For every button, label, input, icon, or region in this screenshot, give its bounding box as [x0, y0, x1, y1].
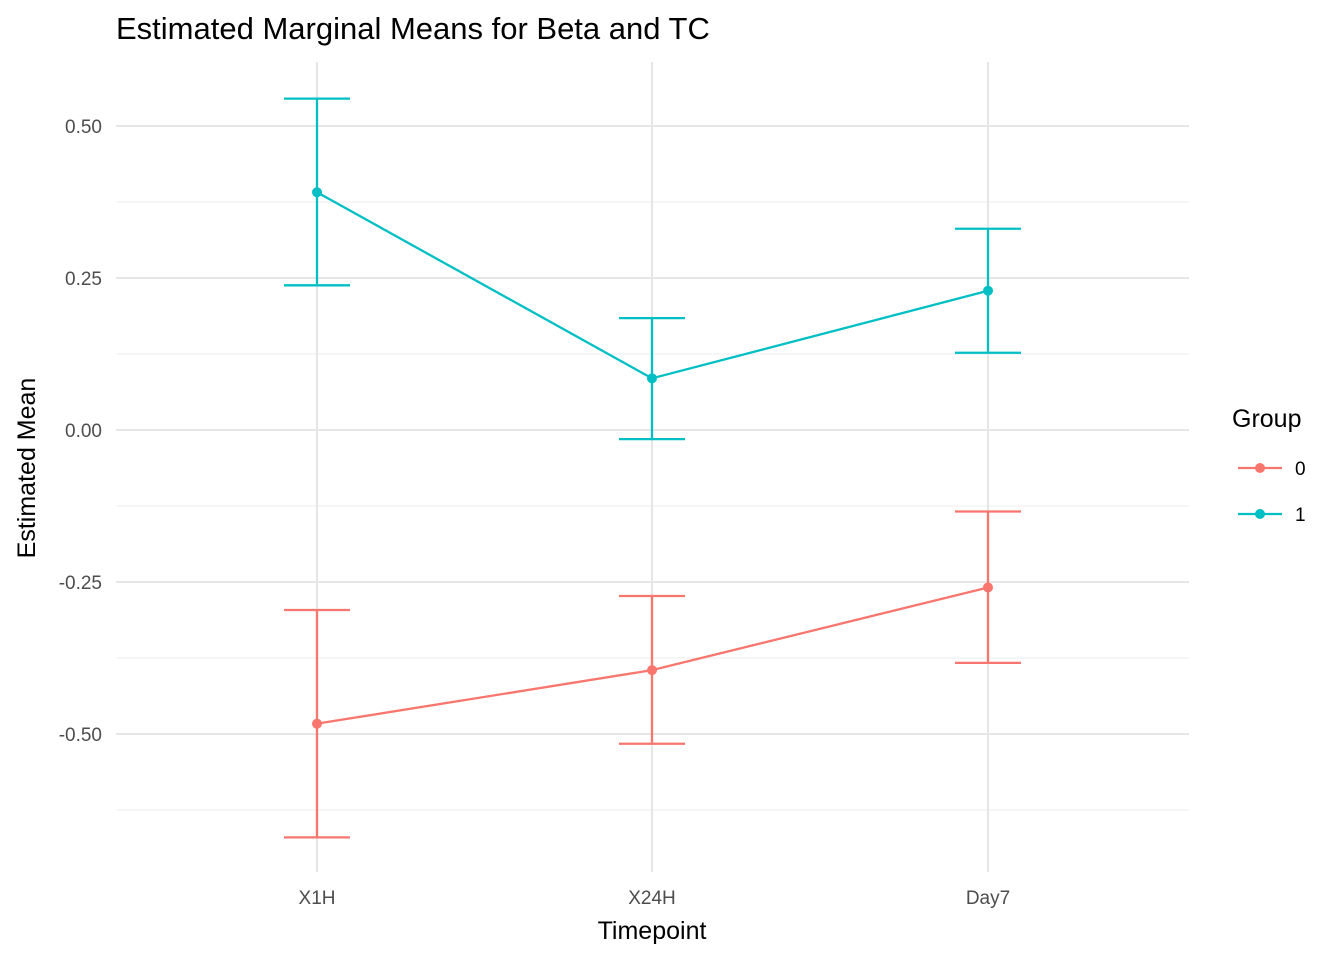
y-tick-label: -0.25 — [59, 573, 102, 594]
legend-label: 1 — [1295, 505, 1306, 526]
chart-title: Estimated Marginal Means for Beta and TC — [116, 11, 710, 46]
y-tick-label: -0.50 — [59, 725, 102, 746]
x-axis-title: Timepoint — [598, 917, 707, 945]
x-tick-label: X24H — [628, 888, 676, 909]
y-tick-labels: 0.50 0.25 0.00 -0.25 -0.50 — [59, 117, 102, 746]
y-tick-label: 0.00 — [65, 421, 102, 442]
data-point — [647, 373, 657, 384]
x-tick-label: Day7 — [966, 888, 1010, 909]
grid — [116, 62, 1189, 872]
legend-key-point — [1255, 463, 1265, 473]
y-axis-title: Estimated Mean — [13, 378, 41, 559]
series-group-1 — [284, 97, 1021, 441]
data-point — [312, 718, 322, 729]
series-group-0 — [284, 510, 1021, 839]
legend-key-point — [1255, 509, 1265, 519]
y-tick-label: 0.25 — [65, 269, 102, 290]
x-tick-label: X1H — [299, 888, 336, 909]
data-point — [647, 665, 657, 676]
plot-marks — [284, 97, 1021, 839]
x-tick-labels: X1H X24H Day7 — [299, 888, 1011, 909]
legend-title: Group — [1232, 405, 1301, 433]
y-tick-label: 0.50 — [65, 117, 102, 138]
legend-label: 0 — [1295, 459, 1306, 480]
data-point — [983, 582, 993, 593]
data-point — [983, 285, 993, 296]
data-point — [312, 187, 322, 198]
legend: Group 0 1 — [1232, 405, 1306, 526]
